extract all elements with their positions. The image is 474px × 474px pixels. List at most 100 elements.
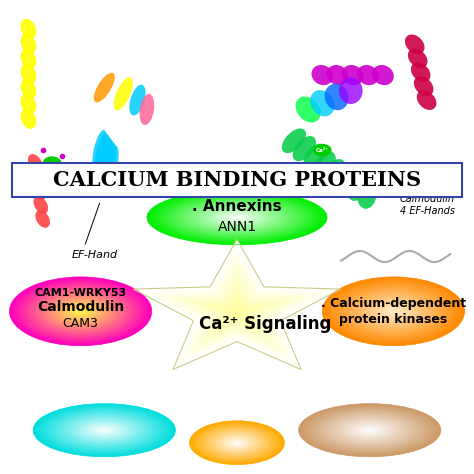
Text: EF-Hand: EF-Hand [72,250,118,260]
Ellipse shape [34,196,48,214]
Ellipse shape [114,77,133,110]
Ellipse shape [315,410,425,451]
Ellipse shape [44,408,165,453]
Ellipse shape [9,277,152,346]
Ellipse shape [228,439,246,447]
Ellipse shape [20,49,36,69]
Ellipse shape [223,436,251,449]
Ellipse shape [92,426,117,435]
Ellipse shape [232,440,242,445]
Ellipse shape [88,424,120,436]
Ellipse shape [40,406,168,454]
Ellipse shape [325,84,348,110]
Ellipse shape [11,278,150,345]
Ellipse shape [411,63,430,82]
Polygon shape [159,257,315,355]
Ellipse shape [60,414,149,447]
Ellipse shape [43,293,118,329]
Ellipse shape [33,403,175,457]
Ellipse shape [372,65,394,85]
Ellipse shape [30,168,45,186]
Ellipse shape [205,428,269,457]
Ellipse shape [224,213,250,221]
Ellipse shape [345,421,394,439]
Ellipse shape [346,174,366,201]
Ellipse shape [347,289,439,334]
Ellipse shape [392,310,395,312]
Ellipse shape [417,90,437,110]
Ellipse shape [212,431,262,454]
Ellipse shape [183,201,291,234]
Ellipse shape [199,206,275,229]
Ellipse shape [197,424,277,461]
Polygon shape [175,268,299,346]
Ellipse shape [45,294,116,328]
Ellipse shape [86,424,122,437]
Ellipse shape [357,65,379,85]
Ellipse shape [333,282,454,341]
Ellipse shape [339,419,400,441]
Ellipse shape [195,424,279,462]
Ellipse shape [365,428,375,432]
Ellipse shape [386,308,401,315]
Ellipse shape [349,290,438,333]
Ellipse shape [163,195,311,240]
Ellipse shape [68,305,93,318]
Ellipse shape [302,405,437,456]
Ellipse shape [340,285,447,337]
Ellipse shape [181,201,293,235]
Ellipse shape [372,301,415,322]
Ellipse shape [199,425,275,460]
Ellipse shape [100,139,114,180]
Ellipse shape [350,423,389,438]
Circle shape [314,145,331,156]
Text: CAM1-WRKY53: CAM1-WRKY53 [35,288,127,298]
Ellipse shape [75,309,86,314]
Ellipse shape [17,280,145,342]
Ellipse shape [374,302,413,321]
Ellipse shape [38,406,170,455]
Ellipse shape [363,428,377,433]
Ellipse shape [207,429,266,456]
Ellipse shape [342,65,364,85]
Ellipse shape [317,410,423,450]
Ellipse shape [326,279,461,344]
Ellipse shape [83,422,126,438]
Ellipse shape [360,295,427,328]
Ellipse shape [97,137,111,176]
Ellipse shape [35,289,127,334]
Ellipse shape [66,304,95,318]
Ellipse shape [64,415,145,446]
Polygon shape [196,283,278,335]
Ellipse shape [70,306,91,317]
Ellipse shape [311,408,428,452]
Ellipse shape [57,300,104,322]
Ellipse shape [322,412,418,448]
Ellipse shape [331,416,409,445]
Ellipse shape [217,211,257,224]
Ellipse shape [336,418,403,443]
Ellipse shape [331,281,456,341]
Ellipse shape [97,428,111,433]
Ellipse shape [366,429,374,431]
Ellipse shape [165,196,309,239]
Ellipse shape [235,442,239,444]
Ellipse shape [151,191,322,244]
Ellipse shape [20,64,36,84]
Ellipse shape [314,151,336,177]
Ellipse shape [217,433,257,452]
Ellipse shape [67,416,142,444]
Ellipse shape [154,192,320,243]
Ellipse shape [27,285,134,337]
Ellipse shape [218,434,256,451]
Ellipse shape [160,194,313,241]
Polygon shape [216,297,258,323]
Ellipse shape [293,136,316,161]
Ellipse shape [196,205,277,230]
Ellipse shape [224,437,250,449]
Polygon shape [221,301,253,320]
Ellipse shape [339,77,363,104]
Ellipse shape [214,432,259,453]
Ellipse shape [36,210,50,228]
Ellipse shape [306,406,434,454]
